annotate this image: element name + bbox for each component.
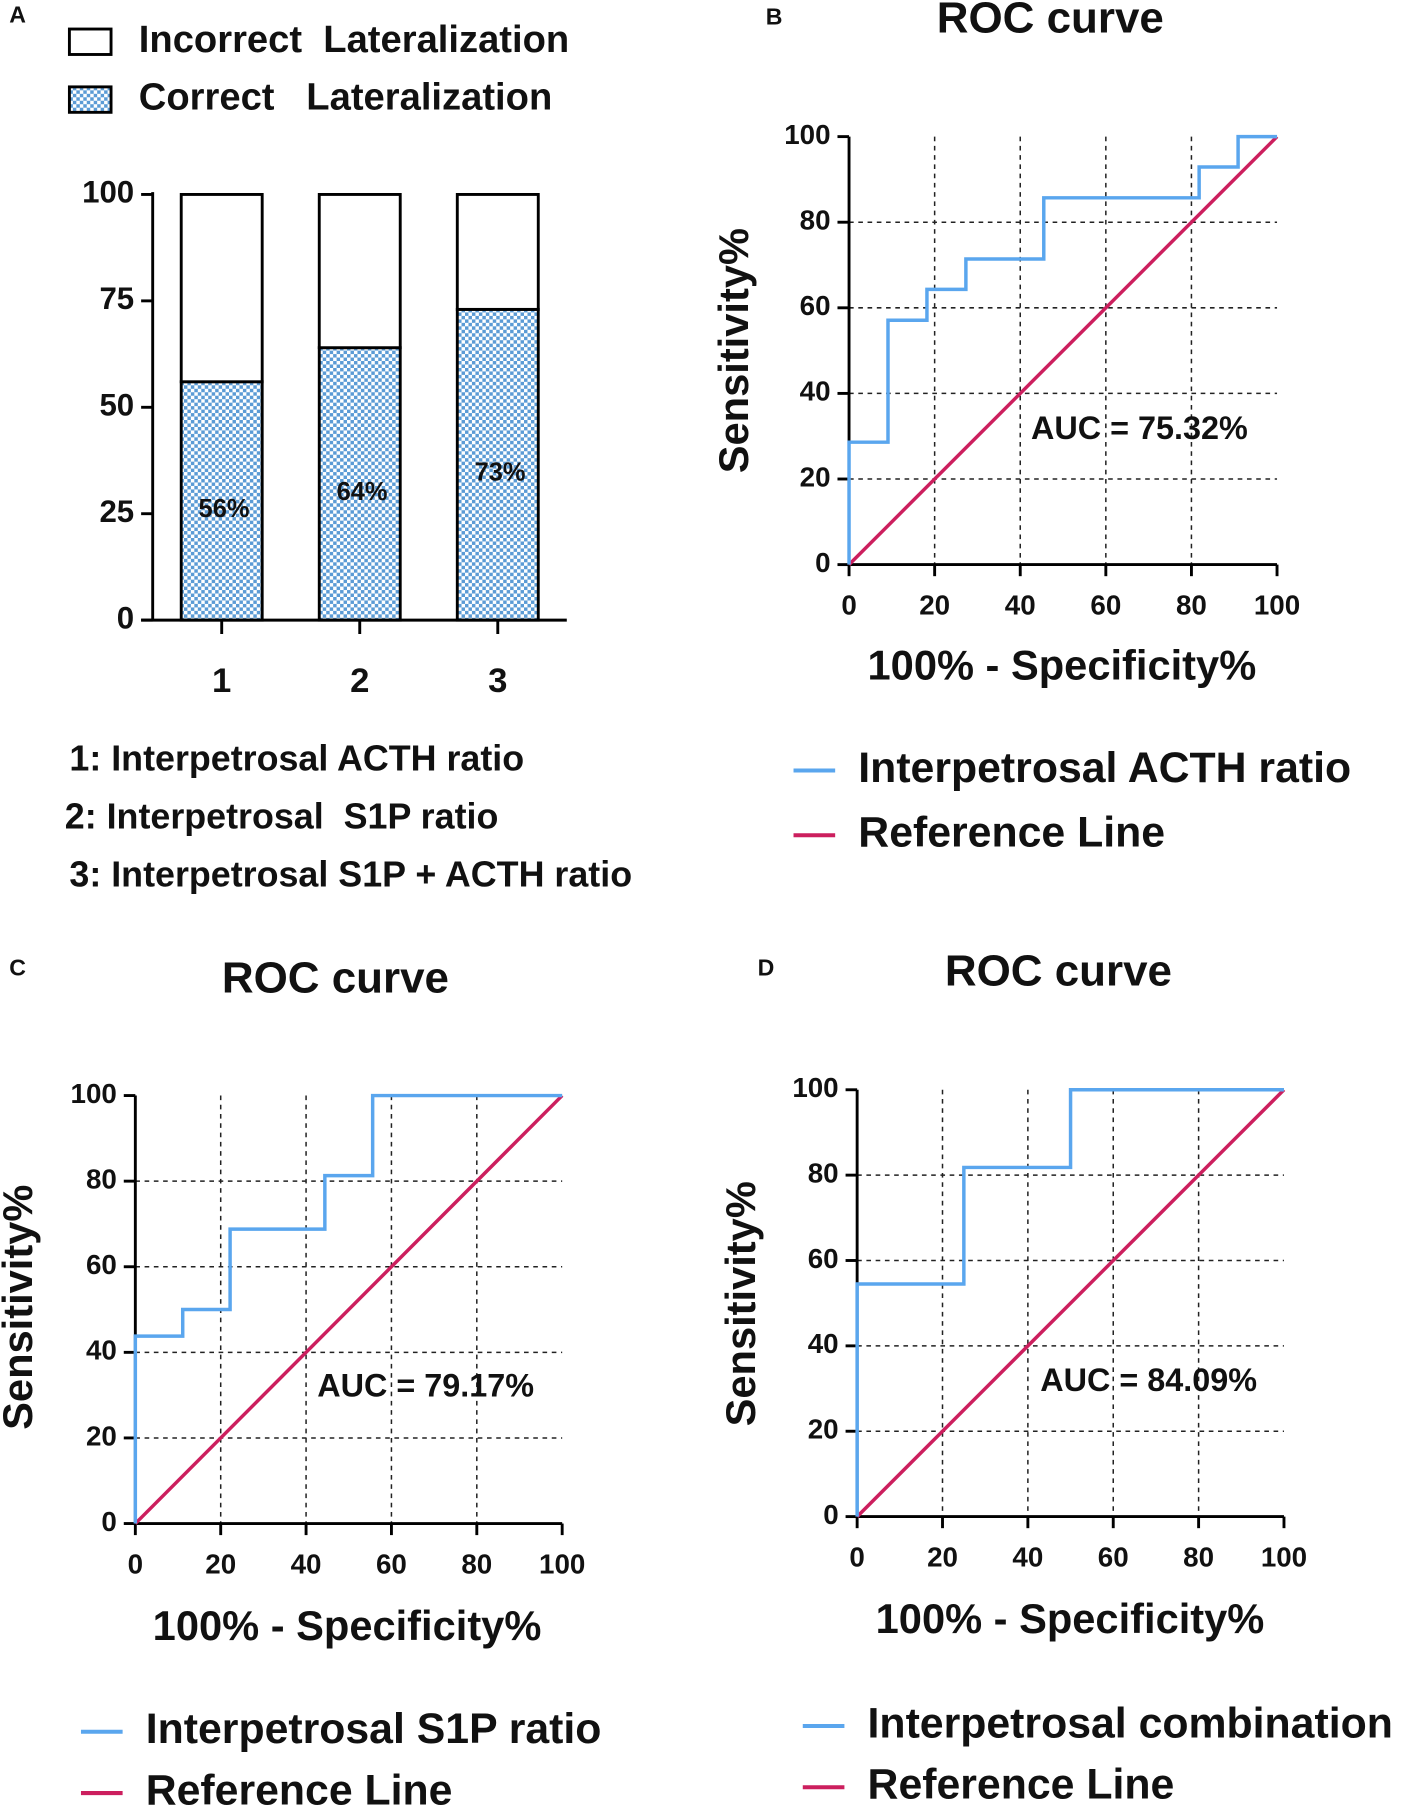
x-tick-label: 80	[461, 1549, 492, 1580]
bar-segment	[455, 193, 540, 311]
legend-label: Reference Line	[868, 1761, 1175, 1809]
y-tick-label: 50	[99, 388, 134, 423]
roc-line	[133, 1093, 563, 1524]
x-tick-label: 40	[1012, 1542, 1043, 1573]
legend-label: Interpetrosal S1P ratio	[146, 1705, 602, 1753]
y-tick-label: 60	[808, 1243, 839, 1274]
y-tick-label: 20	[808, 1414, 839, 1445]
chart-title: ROC curve	[222, 954, 449, 1003]
legend-label: Reference Line	[858, 809, 1165, 857]
y-axis-label: Sensitivity%	[717, 1181, 764, 1426]
panel-label: C	[9, 955, 26, 981]
y-axis-label: Sensitivity%	[710, 228, 757, 473]
y-tick-label: 80	[86, 1163, 117, 1194]
legend-label: Reference Line	[146, 1766, 453, 1814]
value-label: 73%	[475, 459, 526, 487]
roc-line	[847, 134, 1278, 565]
x-tick-label: 100	[539, 1549, 585, 1580]
x-tick-label: 2	[350, 662, 369, 700]
bar-segment	[317, 193, 402, 350]
legend-swatch	[67, 27, 113, 56]
panel-label: A	[9, 1, 26, 27]
x-axis-label: 100% - Specificity%	[868, 642, 1257, 689]
category-note: 1: Interpetrosal ACTH ratio	[69, 739, 524, 779]
roc-line	[847, 135, 1279, 566]
x-tick-label: 0	[841, 590, 856, 621]
panel-label: B	[766, 4, 783, 30]
category-note: 3: Interpetrosal S1P + ACTH ratio	[69, 854, 632, 894]
y-tick-label: 80	[808, 1157, 839, 1188]
x-tick-label: 80	[1183, 1542, 1214, 1573]
x-tick-label: 60	[376, 1549, 407, 1580]
x-tick-label: 20	[927, 1542, 958, 1573]
x-axis-label: 100% - Specificity%	[876, 1595, 1265, 1642]
legend-label: Interpetrosal combination	[868, 1699, 1393, 1747]
x-tick-label: 0	[849, 1542, 864, 1573]
x-tick-label: 40	[291, 1549, 322, 1580]
bar-segment	[455, 307, 540, 622]
roc-line	[855, 1088, 1284, 1517]
y-tick-label: 20	[86, 1420, 117, 1451]
value-label: 64%	[337, 478, 388, 506]
panel-label: D	[758, 955, 775, 981]
y-tick-label: 60	[86, 1249, 117, 1280]
y-tick-label: 40	[86, 1335, 117, 1366]
roc-line	[134, 1094, 564, 1525]
legend-label: Incorrect Lateralization	[139, 18, 569, 61]
bar-segment	[179, 193, 264, 384]
chart-title: ROC curve	[937, 0, 1164, 43]
x-tick-label: 20	[205, 1549, 236, 1580]
y-tick-label: 20	[800, 461, 831, 492]
x-tick-label: 3	[488, 662, 507, 700]
bar-segment	[317, 346, 402, 622]
legend-swatch	[67, 85, 113, 114]
y-tick-label: 0	[823, 1499, 838, 1530]
x-tick-label: 60	[1090, 590, 1121, 621]
y-tick-label: 40	[808, 1328, 839, 1359]
y-tick-label: 100	[784, 119, 830, 150]
y-axis-label: Sensitivity%	[0, 1185, 41, 1430]
x-tick-label: 100	[1254, 590, 1300, 621]
annotation: AUC = 75.32%	[1031, 410, 1248, 446]
value-label: 56%	[199, 495, 250, 523]
x-tick-label: 1	[212, 662, 231, 700]
legend-label: Correct Lateralization	[139, 76, 552, 119]
y-tick-label: 75	[99, 281, 134, 316]
x-tick-label: 80	[1176, 590, 1207, 621]
annotation: AUC = 79.17%	[317, 1368, 534, 1404]
x-tick-label: 0	[128, 1549, 143, 1580]
legend-label: Interpetrosal ACTH ratio	[858, 744, 1351, 792]
y-tick-label: 25	[99, 494, 134, 529]
x-axis-label: 100% - Specificity%	[153, 1602, 542, 1649]
category-note: 2: Interpetrosal S1P ratio	[65, 797, 499, 837]
y-tick-label: 0	[101, 1506, 116, 1537]
x-tick-label: 20	[919, 590, 950, 621]
y-tick-label: 60	[800, 290, 831, 321]
y-tick-label: 40	[800, 376, 831, 407]
y-tick-label: 100	[82, 175, 134, 210]
y-tick-label: 80	[800, 205, 831, 236]
y-tick-label: 100	[792, 1072, 838, 1103]
y-tick-label: 0	[117, 600, 134, 635]
y-tick-label: 100	[71, 1078, 117, 1109]
x-tick-label: 100	[1261, 1542, 1307, 1573]
chart-title: ROC curve	[945, 947, 1172, 996]
x-tick-label: 60	[1098, 1542, 1129, 1573]
roc-line	[855, 1088, 1286, 1518]
x-tick-label: 40	[1005, 590, 1036, 621]
annotation: AUC = 84.09%	[1040, 1362, 1257, 1398]
y-tick-label: 0	[815, 547, 830, 578]
